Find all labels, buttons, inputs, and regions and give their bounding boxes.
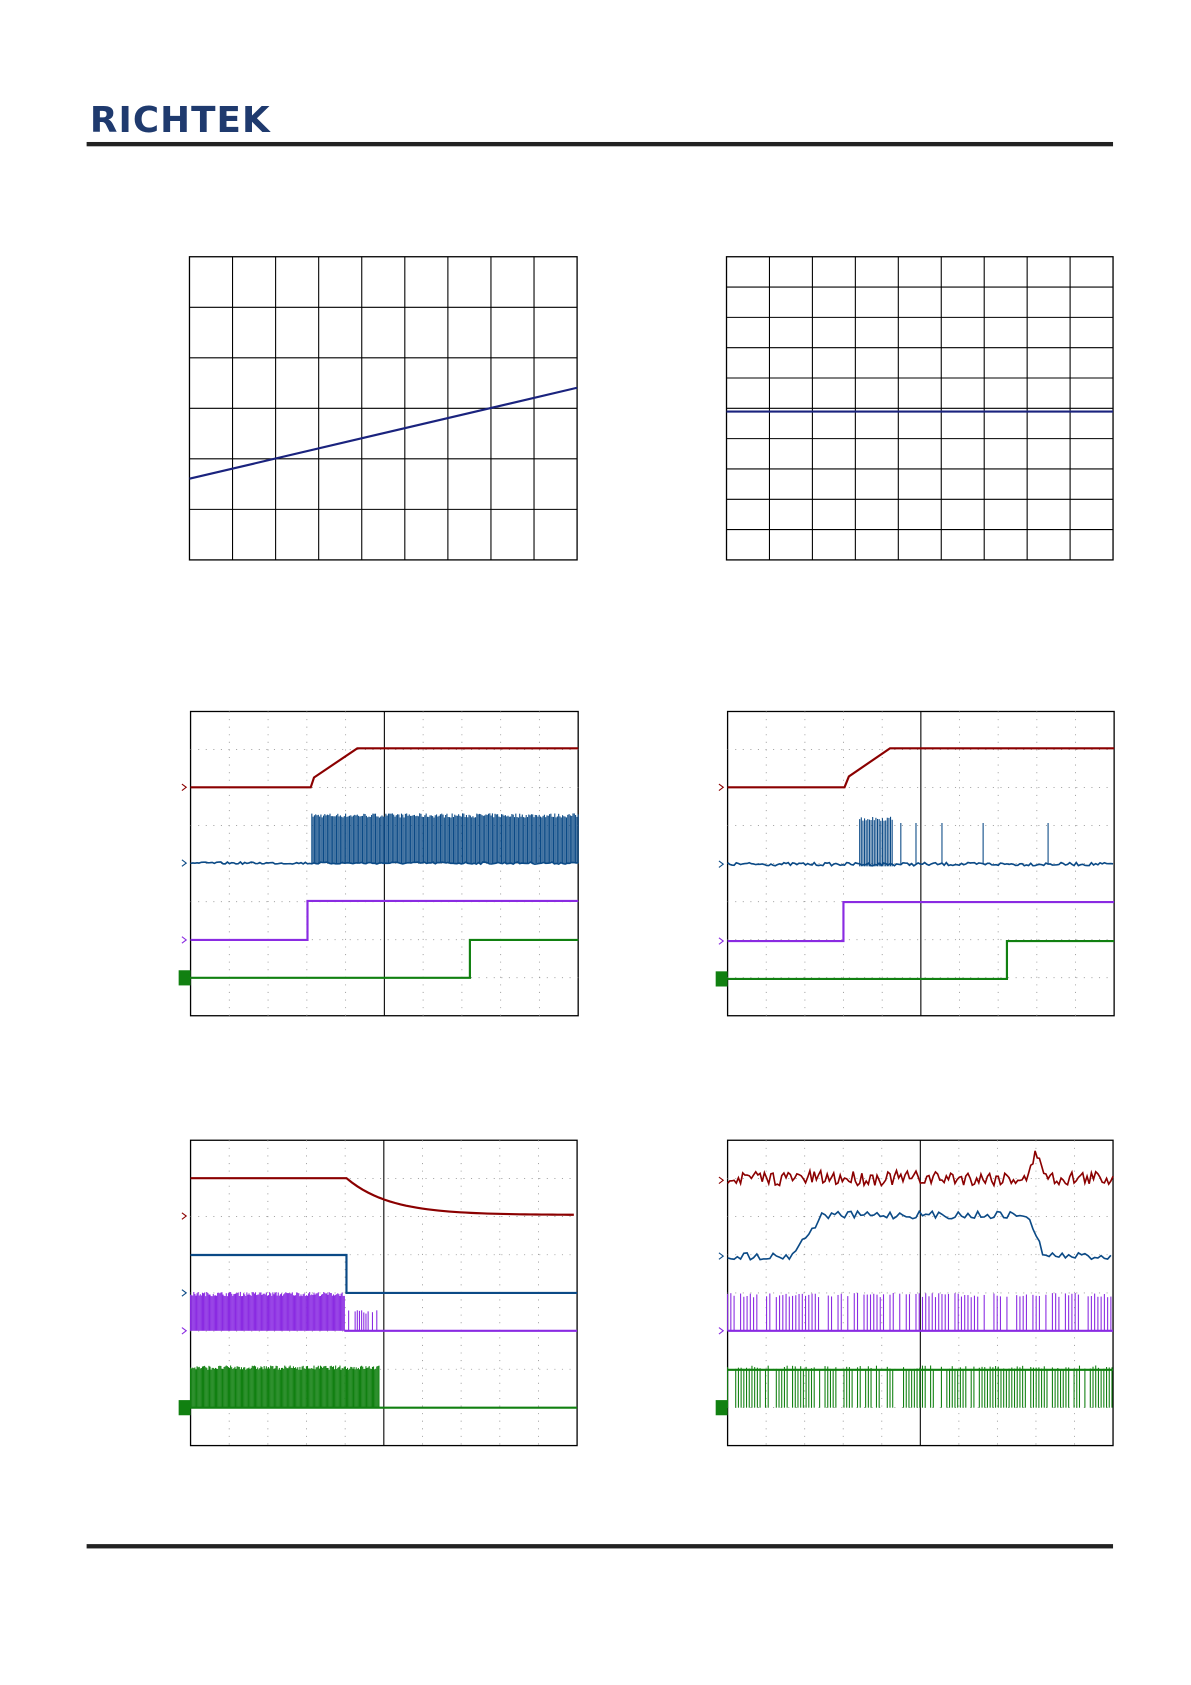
- trace: [727, 1209, 1112, 1261]
- channel-marker: [718, 860, 725, 868]
- channel-marker: [181, 859, 188, 867]
- trace: [190, 899, 579, 942]
- trace: [726, 1150, 1114, 1188]
- channel-marker: [178, 1400, 191, 1416]
- header-rule: [86, 141, 1114, 147]
- channel-marker: [718, 783, 725, 791]
- channel-marker: [715, 1400, 728, 1416]
- trace: [727, 747, 1115, 789]
- logo: RICHTEK: [90, 100, 271, 141]
- trace: [190, 747, 579, 789]
- channel-marker: [178, 970, 191, 986]
- channel-marker: [181, 936, 188, 944]
- channel-marker: [718, 937, 725, 945]
- trace: [727, 939, 1115, 981]
- trace: [190, 938, 579, 979]
- curve: [189, 386, 578, 480]
- trace: [727, 861, 1114, 867]
- trace: [190, 1177, 574, 1216]
- footer-rule: [86, 1544, 1114, 1549]
- channel-marker: [715, 971, 728, 987]
- channel-marker: [181, 1212, 188, 1220]
- channel-marker: [181, 1289, 188, 1297]
- trace: [727, 900, 1115, 943]
- channel-marker: [181, 1327, 188, 1335]
- channel-marker: [718, 1176, 725, 1184]
- channel-marker: [181, 783, 188, 791]
- channel-marker: [718, 1327, 725, 1335]
- trace: [190, 860, 579, 866]
- trace: [190, 1253, 578, 1294]
- channel-marker: [718, 1252, 725, 1260]
